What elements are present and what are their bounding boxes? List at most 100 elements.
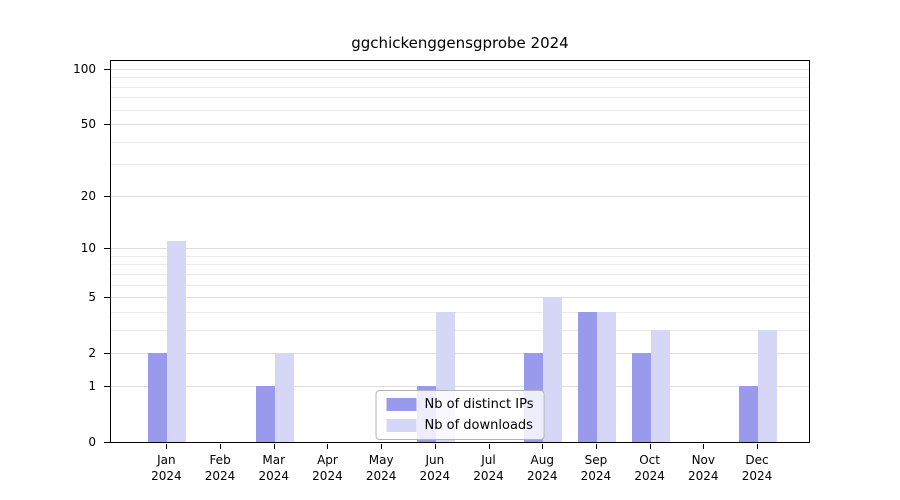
x-tick-label: Nov 2024 xyxy=(671,452,735,484)
x-tick-year: 2024 xyxy=(634,469,665,483)
x-tick-month: Jan xyxy=(157,453,176,467)
bar-downloads xyxy=(167,241,187,442)
legend-entry: Nb of distinct IPs xyxy=(386,397,534,412)
x-tick-month: Feb xyxy=(209,453,231,467)
y-tick-label: 1 xyxy=(88,378,96,393)
y-tick-mark xyxy=(104,195,110,197)
x-tick-label: Aug 2024 xyxy=(510,452,574,484)
x-tick-month: Nov xyxy=(691,453,715,467)
y-tick-mark xyxy=(104,69,110,70)
x-tick-mark xyxy=(166,444,168,449)
legend-label: Nb of downloads xyxy=(424,418,533,433)
minor-gridline xyxy=(111,255,809,257)
x-tick-month: Aug xyxy=(530,453,554,467)
x-tick-month: Apr xyxy=(317,453,338,467)
plot-area: Nb of distinct IPs Nb of downloads xyxy=(110,60,810,443)
minor-gridline xyxy=(111,109,809,111)
x-tick-mark xyxy=(703,444,705,449)
x-tick-mark xyxy=(756,444,758,449)
x-tick-year: 2024 xyxy=(151,469,182,483)
x-tick-year: 2024 xyxy=(473,469,504,483)
legend: Nb of distinct IPs Nb of downloads xyxy=(375,390,545,440)
major-gridline xyxy=(111,124,809,126)
minor-gridline xyxy=(111,273,809,275)
x-tick-year: 2024 xyxy=(580,469,612,483)
x-tick-mark xyxy=(595,444,597,449)
x-tick-year: 2024 xyxy=(526,469,558,483)
legend-entry: Nb of downloads xyxy=(386,418,534,433)
x-tick-label: Jun 2024 xyxy=(403,452,467,484)
y-tick-label: 2 xyxy=(88,346,96,361)
x-tick-year: 2024 xyxy=(312,469,343,483)
x-tick-month: Oct xyxy=(639,453,660,467)
major-gridline xyxy=(111,385,809,387)
x-tick-mark xyxy=(542,444,544,449)
x-tick-label: Apr 2024 xyxy=(295,452,359,484)
y-tick-mark xyxy=(104,248,110,250)
minor-gridline xyxy=(111,284,809,286)
minor-gridline xyxy=(111,141,809,143)
y-axis: 0 1 2 5 10 20 50 100 xyxy=(0,60,110,449)
x-tick-label: Mar 2024 xyxy=(242,452,306,484)
x-tick-mark xyxy=(381,444,383,449)
x-tick-mark xyxy=(434,444,436,449)
x-tick-label: Jul 2024 xyxy=(457,452,521,484)
x-tick-label: Oct 2024 xyxy=(618,452,682,484)
x-tick-mark xyxy=(327,444,329,449)
y-tick-mark xyxy=(104,124,110,126)
major-gridline xyxy=(111,353,809,355)
bar-downloads xyxy=(543,297,563,442)
minor-gridline xyxy=(111,164,809,166)
x-tick-year: 2024 xyxy=(365,469,397,483)
y-tick-label: 5 xyxy=(88,290,96,305)
x-tick-year: 2024 xyxy=(204,469,236,483)
x-tick-month: Jul xyxy=(481,453,496,467)
y-tick-mark xyxy=(104,442,110,443)
major-gridline xyxy=(111,248,809,250)
x-tick-month: Sep xyxy=(584,453,608,467)
bar-downloads xyxy=(596,311,616,442)
x-tick-year: 2024 xyxy=(419,469,451,483)
bar-downloads xyxy=(274,353,294,442)
major-gridline xyxy=(111,195,809,197)
x-axis: Jan 2024 Feb 2024 Mar 2024 Apr 2024 May 2024 Jun 20… xyxy=(110,444,810,496)
y-tick-mark xyxy=(104,353,110,355)
y-tick-label: 20 xyxy=(80,188,96,203)
major-gridline xyxy=(111,297,809,299)
legend-swatch-distinct-ips xyxy=(386,398,417,411)
x-tick-month: Jun xyxy=(425,453,445,467)
bar-distinct-ips xyxy=(255,385,275,442)
y-tick-mark xyxy=(104,297,110,299)
chart-title: ggchickenggensgprobe 2024 xyxy=(351,34,569,52)
x-tick-label: Jan 2024 xyxy=(134,452,198,484)
minor-gridline xyxy=(111,264,809,266)
x-tick-mark xyxy=(488,444,490,449)
x-tick-mark xyxy=(649,444,651,449)
minor-gridline xyxy=(111,329,809,331)
x-tick-year: 2024 xyxy=(688,469,719,483)
x-tick-year: 2024 xyxy=(258,469,290,483)
major-gridline xyxy=(111,69,809,70)
bar-downloads xyxy=(757,329,777,442)
x-tick-label: May 2024 xyxy=(349,452,413,484)
y-tick-label: 50 xyxy=(80,117,96,132)
x-tick-mark xyxy=(273,444,275,449)
x-tick-label: Dec 2024 xyxy=(725,452,789,484)
y-tick-mark xyxy=(104,385,110,387)
y-tick-label: 0 xyxy=(88,435,96,449)
bar-distinct-ips xyxy=(738,385,758,442)
x-tick-year: 2024 xyxy=(741,469,773,483)
x-tick-month: Dec xyxy=(745,453,769,467)
minor-gridline xyxy=(111,86,809,88)
minor-gridline xyxy=(111,311,809,313)
legend-label: Nb of distinct IPs xyxy=(424,397,534,412)
bar-downloads xyxy=(650,329,670,442)
minor-gridline xyxy=(111,77,809,79)
x-tick-label: Sep 2024 xyxy=(564,452,628,484)
minor-gridline xyxy=(111,97,809,99)
x-tick-mark xyxy=(220,444,222,449)
x-tick-month: Mar xyxy=(262,453,286,467)
bar-distinct-ips xyxy=(631,353,651,442)
y-tick-label: 100 xyxy=(73,62,96,76)
